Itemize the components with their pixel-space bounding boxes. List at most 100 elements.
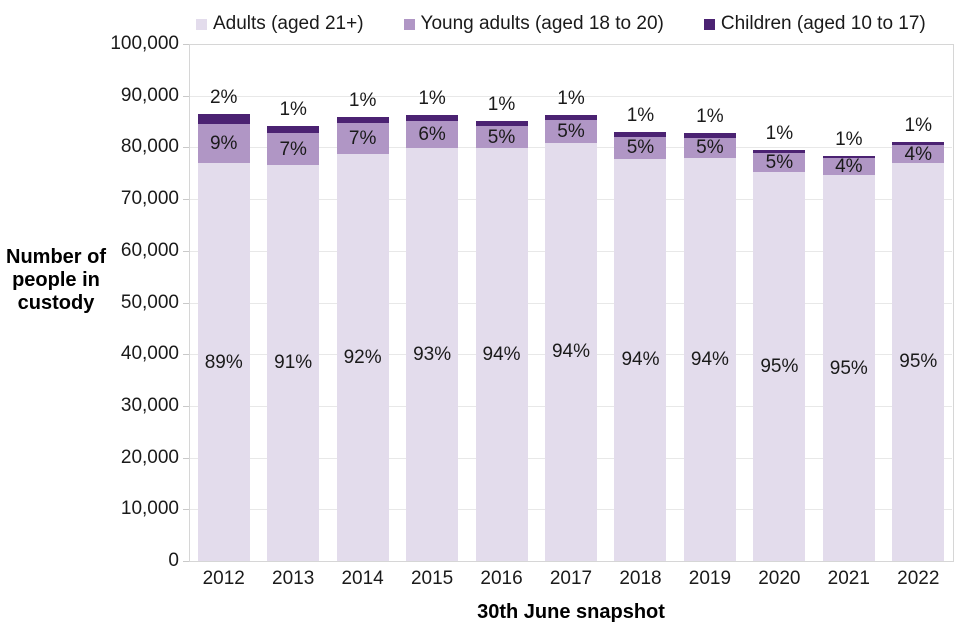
legend-item-young-adults: Young adults (aged 18 to 20) (403, 13, 664, 35)
y-tick-mark-20000 (183, 458, 189, 459)
bar-label-young-adults-2021: 4% (835, 156, 863, 178)
bar-label-young-adults-2014: 7% (348, 127, 377, 149)
bar-segment-young-adults-2020 (753, 153, 806, 173)
bar-segment-young-adults-2022 (892, 145, 945, 163)
bar-label-children-2012: 2% (209, 86, 238, 108)
bar-label-children-2022: 1% (904, 115, 932, 137)
bar-segment-young-adults-2013 (267, 133, 320, 165)
bar-label-children-2016: 1% (487, 94, 516, 116)
bar-segment-adults-2018 (614, 158, 667, 561)
bar-label-children-2017: 1% (557, 88, 585, 110)
bar-segment-children-2019 (683, 133, 736, 138)
bar-label-adults-2015: 93% (413, 344, 452, 366)
y-tick-mark-40000 (183, 354, 189, 355)
bar-label-adults-2012: 89% (204, 351, 243, 373)
legend-swatch-icon (196, 18, 207, 30)
bar-label-children-2021: 1% (835, 128, 863, 150)
legend-label: Children (aged 10 to 17) (720, 13, 926, 34)
bar-label-young-adults-2016: 5% (487, 126, 516, 148)
bar-label-young-adults-2022: 4% (904, 143, 932, 165)
y-tick-mark-0 (183, 561, 189, 562)
legend-label: Young adults (aged 18 to 20) (420, 13, 664, 34)
x-tick-label-2017: 2017 (549, 568, 593, 589)
x-tick-label-2018: 2018 (619, 568, 662, 589)
bar-label-children-2013: 1% (279, 99, 307, 121)
bar-segment-children-2017 (545, 115, 597, 120)
bar-label-young-adults-2017: 5% (557, 120, 585, 142)
plot-area (189, 44, 954, 562)
x-tick-label-2021: 2021 (827, 568, 870, 589)
bar-label-adults-2013: 91% (274, 352, 313, 374)
bar-label-young-adults-2018: 5% (626, 137, 655, 159)
bar-label-young-adults-2020: 5% (765, 152, 794, 174)
bar-segment-adults-2012 (197, 163, 250, 561)
x-tick-label-2013: 2013 (272, 568, 315, 589)
bar-segment-young-adults-2019 (683, 137, 736, 159)
bar-segment-adults-2016 (475, 148, 528, 561)
bar-label-adults-2021: 95% (829, 357, 868, 379)
x-tick-label-2020: 2020 (758, 568, 801, 589)
x-axis-title: 30th June snapshot (477, 601, 665, 623)
bar-segment-adults-2013 (267, 164, 320, 561)
y-tick-mark-30000 (183, 406, 189, 407)
bar-segment-children-2014 (336, 116, 389, 124)
x-tick-label-2012: 2012 (202, 568, 245, 589)
y-tick-label-90000: 90,000 (120, 85, 179, 106)
x-tick-label-2014: 2014 (341, 568, 384, 589)
bar-label-young-adults-2019: 5% (696, 137, 724, 159)
bar-segment-children-2012 (197, 113, 250, 124)
bar-label-adults-2018: 94% (621, 349, 660, 371)
bar-segment-young-adults-2015 (406, 121, 459, 149)
bar-label-children-2018: 1% (626, 105, 655, 127)
bar-label-young-adults-2015: 6% (418, 124, 446, 146)
bar-segment-adults-2015 (406, 148, 459, 561)
bar-label-children-2020: 1% (765, 122, 794, 144)
bar-label-children-2015: 1% (418, 88, 446, 110)
y-tick-label-20000: 20,000 (120, 447, 179, 468)
y-tick-mark-100000 (183, 44, 189, 45)
y-tick-label-30000: 30,000 (120, 395, 179, 416)
gridline-90000 (190, 96, 952, 97)
y-tick-mark-60000 (183, 251, 189, 252)
bar-label-adults-2020: 95% (760, 356, 799, 378)
x-tick-label-2022: 2022 (897, 568, 940, 589)
y-tick-mark-80000 (183, 147, 189, 148)
y-tick-label-100000: 100,000 (110, 33, 179, 54)
y-tick-label-0: 0 (168, 550, 179, 571)
chart-legend: Adults (aged 21+) Young adults (aged 18 t… (196, 13, 926, 35)
bar-segment-young-adults-2014 (336, 123, 389, 154)
y-tick-label-50000: 50,000 (120, 292, 179, 313)
bar-label-adults-2022: 95% (899, 351, 938, 373)
y-tick-mark-50000 (183, 303, 189, 304)
y-tick-label-70000: 70,000 (120, 188, 179, 209)
bar-segment-young-adults-2018 (614, 137, 667, 159)
y-tick-mark-70000 (183, 199, 189, 200)
bar-label-children-2019: 1% (696, 106, 724, 128)
x-tick-label-2015: 2015 (410, 568, 454, 589)
y-tick-mark-90000 (183, 96, 189, 97)
bar-label-children-2014: 1% (348, 89, 377, 111)
bar-segment-adults-2020 (753, 172, 806, 561)
x-tick-label-2019: 2019 (688, 568, 732, 589)
y-tick-label-60000: 60,000 (120, 240, 179, 261)
bar-label-adults-2017: 94% (551, 341, 591, 363)
bar-segment-children-2016 (475, 121, 528, 127)
bar-segment-adults-2014 (336, 153, 389, 561)
y-tick-label-80000: 80,000 (120, 136, 179, 157)
x-tick-label-2016: 2016 (480, 568, 523, 589)
bar-segment-young-adults-2016 (475, 126, 528, 149)
legend-item-children: Children (aged 10 to 17) (703, 13, 926, 35)
bar-segment-young-adults-2012 (197, 123, 250, 164)
bar-label-adults-2014: 92% (343, 346, 382, 368)
bar-segment-children-2018 (614, 132, 667, 138)
y-tick-mark-10000 (183, 509, 189, 510)
bar-segment-children-2021 (822, 155, 875, 159)
bar-segment-adults-2021 (822, 175, 875, 561)
y-tick-label-40000: 40,000 (120, 343, 179, 364)
bar-label-adults-2019: 94% (690, 349, 729, 371)
bar-segment-children-2020 (753, 149, 806, 154)
legend-label: Adults (aged 21+) (213, 13, 364, 34)
bar-segment-adults-2017 (545, 142, 597, 561)
y-tick-label-10000: 10,000 (120, 498, 179, 519)
